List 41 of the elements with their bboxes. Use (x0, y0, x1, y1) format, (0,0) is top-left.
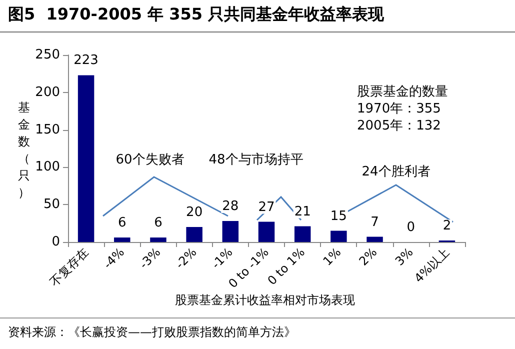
annotation: 1970年：355 (357, 102, 441, 116)
data-label: 27 (258, 200, 275, 215)
x-tick-label: 1% (320, 245, 344, 268)
data-label: 21 (294, 204, 311, 220)
data-label: 15 (330, 208, 347, 224)
x-tick-label: -3% (136, 245, 164, 272)
y-tick-label: 250 (35, 48, 60, 62)
y-tick-label: 50 (43, 197, 60, 212)
y-tick-label: 100 (35, 160, 60, 175)
annotation: 2005年：132 (357, 118, 441, 134)
chart-title: 图5 1970-2005 年 355 只共同基金年收益率表现 (8, 4, 386, 24)
annotation: 24个胜利者 (362, 164, 430, 180)
bar (78, 75, 94, 242)
annotation: 48个与市场持平 (208, 152, 304, 168)
data-label: 7 (370, 214, 379, 230)
annotation: 60个失败者 (116, 152, 184, 168)
data-label: 20 (186, 205, 203, 220)
bar (258, 222, 275, 242)
x-tick-label: 2% (356, 245, 380, 268)
data-label: 28 (222, 199, 239, 214)
text: 资料来源：《长赢投资——打败股票指数的简单方法》 (8, 325, 296, 339)
x-tick-label: -4% (100, 245, 128, 272)
data-label: 0 (406, 220, 416, 235)
x-tick-label: -2% (172, 245, 200, 272)
bar (186, 227, 202, 242)
x-tick-label: -1% (208, 245, 236, 272)
y-axis-title: 基金数（只） (18, 100, 30, 200)
data-label: 6 (154, 216, 162, 231)
bar (330, 230, 347, 242)
x-axis-title: 股票基金累计收益率相对市场表现 (175, 293, 355, 307)
data-label: 223 (74, 53, 98, 68)
data-label: 2 (442, 218, 452, 234)
bar (294, 226, 311, 242)
y-tick-label: 200 (35, 84, 60, 100)
bar (222, 221, 239, 242)
bar (366, 236, 383, 242)
y-tick-label: 150 (35, 122, 60, 138)
data-label: 6 (118, 216, 126, 231)
bar (150, 238, 166, 242)
annotation: 股票基金的数量 (357, 84, 448, 100)
bar (114, 238, 130, 242)
